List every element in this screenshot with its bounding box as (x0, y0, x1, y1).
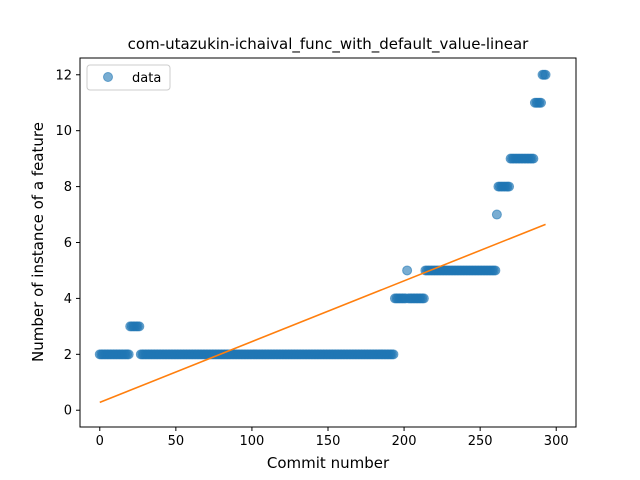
legend: data (86, 64, 171, 91)
y-tick-label: 6 (64, 236, 72, 251)
axes: 0 50 100 150 200 250 300 0 2 4 6 8 10 12 (55, 68, 568, 449)
data-point (540, 69, 551, 80)
y-tick-label: 2 (64, 348, 72, 363)
data-point (491, 209, 502, 220)
x-axis-label: Commit number (267, 454, 390, 472)
data-point (134, 321, 145, 332)
data-point (490, 265, 501, 276)
x-tick-label: 150 (316, 434, 341, 449)
legend-label-data: data (132, 71, 161, 86)
data-point (536, 97, 547, 108)
data-point (402, 265, 413, 276)
chart-title: com-utazukin-ichaival_func_with_default_… (128, 35, 529, 54)
x-tick-label: 300 (544, 434, 569, 449)
data-point (388, 349, 399, 360)
x-tick-label: 100 (240, 434, 265, 449)
x-tick-label: 0 (96, 434, 104, 449)
legend-marker (103, 72, 113, 82)
legend-box (86, 64, 171, 91)
y-tick-label: 4 (64, 292, 72, 307)
y-tick-label: 12 (55, 68, 72, 83)
plot-frame (79, 57, 577, 428)
data-point (418, 293, 429, 304)
y-tick-label: 0 (64, 404, 72, 419)
plot-area (94, 69, 551, 404)
x-tick-label: 200 (392, 434, 417, 449)
y-axis-label: Number of instance of a feature (29, 122, 47, 362)
x-tick-label: 250 (468, 434, 493, 449)
x-tick-label: 50 (168, 434, 185, 449)
y-tick-label: 8 (64, 180, 72, 195)
data-point (504, 181, 515, 192)
fit-line (99, 223, 546, 404)
data-point (123, 349, 134, 360)
data-point (528, 153, 539, 164)
y-tick-label: 10 (55, 124, 72, 139)
